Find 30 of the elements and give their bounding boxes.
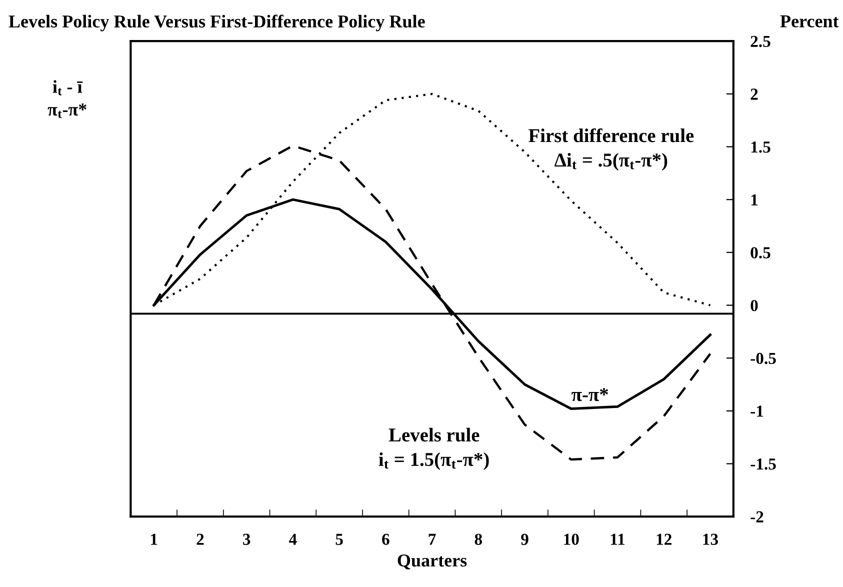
chart-title: Levels Policy Rule Versus First-Difference Policy Rule [8,14,425,32]
x-tick-label: 6 [382,534,390,545]
x-tick-label: 10 [564,534,579,545]
annotation: Levels rule i$_{t}$ = 1.5(π$_{t}$-π*) [378,428,489,470]
x-tick-label: 2 [196,534,204,545]
y-tick-label: 1.5 [751,142,770,153]
y-tick-label: -1.5 [750,458,776,470]
x-tick-label: 5 [336,534,343,545]
y-tick-label: 0 [750,300,758,312]
y-tick-label: 2.5 [750,36,770,48]
x-tick-label: 4 [289,534,297,545]
y-tick-label: 2 [750,88,758,100]
x-tick-label: 11 [610,534,625,545]
y-axis-title: Percent [780,15,839,28]
y-tick-label: -1 [750,406,764,417]
annotation: π-π* [572,388,608,402]
x-tick-label: 3 [243,534,250,545]
x-tick-label: 12 [656,534,672,545]
x-tick-label: 9 [521,534,528,545]
annotation: First difference rule Δi$_{t}$ = .5(π$_{t}$-π*) [528,128,694,171]
y-tick-label: 0.5 [750,247,770,258]
y-tick-label: -0.5 [750,352,776,364]
x-tick-label: 13 [703,534,718,545]
text: i$_{t}$ - ī π$_{t}$-π* [48,80,86,118]
x-tick-label: 8 [474,534,482,545]
y-tick-label: -2 [750,511,764,522]
x-axis-title: Quarters [398,554,467,570]
y-tick-label: 1 [751,194,758,206]
x-tick-label: 1 [151,534,158,545]
x-tick-label: 7 [428,534,436,545]
